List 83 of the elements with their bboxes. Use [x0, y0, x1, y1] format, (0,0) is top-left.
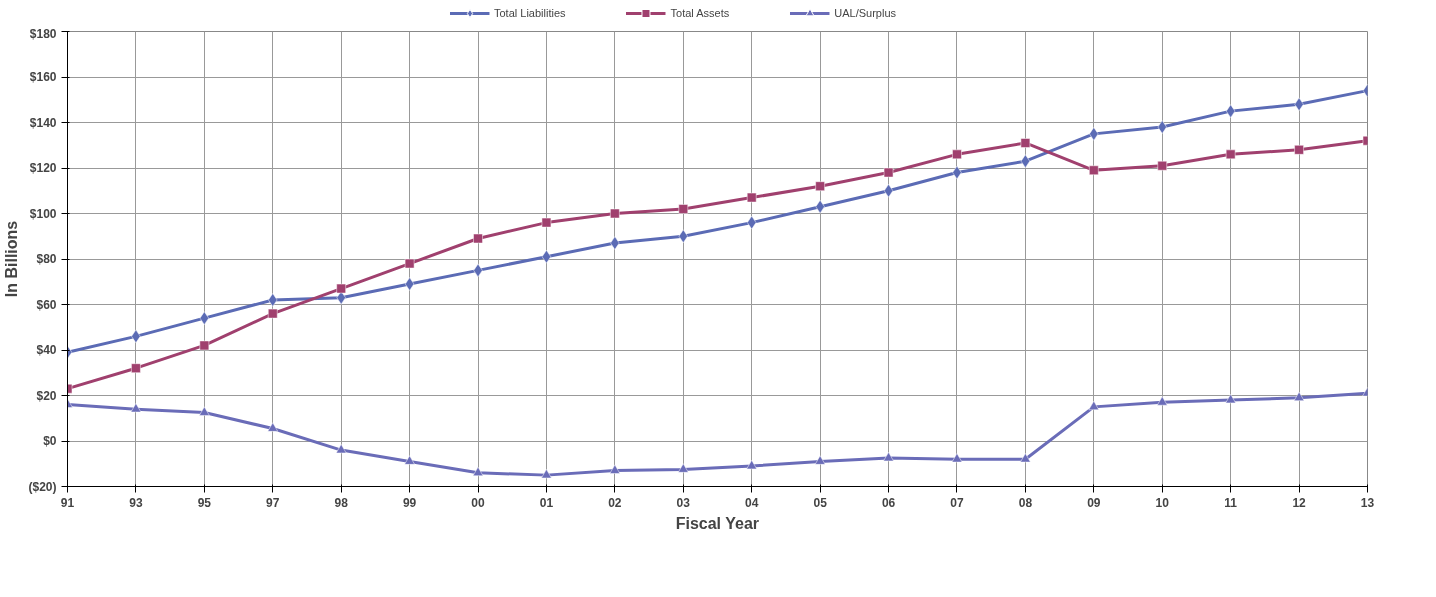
- point: [609, 464, 621, 474]
- y-axis-title: In Billions: [3, 220, 21, 298]
- point: [199, 340, 210, 351]
- point: [1020, 138, 1031, 148]
- x-tick-label: 13: [1360, 495, 1375, 510]
- x-tick-label: 04: [745, 495, 759, 510]
- point: [678, 204, 689, 214]
- x-tick-label: 09: [1087, 495, 1101, 510]
- point: [951, 453, 963, 463]
- y-tick-label: $160: [29, 70, 57, 84]
- x-tick-label: 03: [676, 495, 691, 510]
- x-tick-label: 12: [1292, 495, 1307, 510]
- point: [1089, 127, 1099, 141]
- point: [405, 277, 415, 291]
- y-tick-label: $20: [36, 388, 57, 403]
- y-tick-label: $60: [36, 297, 57, 312]
- point: [131, 363, 141, 373]
- y-tick-label: $0: [43, 434, 57, 448]
- x-tick-label: 10: [1155, 495, 1170, 510]
- x-tick-label: 95: [197, 495, 212, 510]
- y-tick-label: $100: [29, 206, 57, 221]
- point: [815, 181, 825, 191]
- point: [1157, 120, 1167, 134]
- x-tick-label: 08: [1018, 495, 1033, 510]
- x-tick-label: 02: [608, 495, 622, 510]
- x-tick-label: 07: [950, 495, 964, 510]
- point: [541, 249, 552, 264]
- point: [610, 208, 620, 219]
- x-tick-label: 05: [813, 495, 828, 510]
- point: [746, 192, 757, 203]
- x-tick-label: 06: [881, 495, 896, 510]
- point: [610, 236, 620, 250]
- point: [883, 167, 894, 178]
- point: [199, 311, 209, 325]
- y-tick-label: $40: [36, 343, 57, 357]
- x-tick-label: 01: [539, 495, 554, 510]
- y-tick-label: ($20): [28, 479, 57, 494]
- y-tick-label: $140: [29, 115, 57, 130]
- point: [336, 283, 346, 294]
- x-tick-label: 11: [1224, 495, 1238, 510]
- point: [1294, 145, 1304, 155]
- point: [267, 422, 279, 432]
- point: [473, 233, 483, 244]
- point: [1226, 104, 1236, 118]
- point: [746, 460, 757, 470]
- x-axis-title: Fiscal Year: [675, 514, 760, 532]
- point: [1088, 400, 1100, 411]
- y-tick-label: $80: [36, 252, 57, 266]
- point: [130, 403, 142, 413]
- point: [814, 455, 826, 465]
- x-tick-label: 93: [129, 495, 143, 510]
- x-tick-label: 99: [402, 495, 417, 510]
- point: [1225, 394, 1236, 404]
- y-tick-label: $120: [29, 161, 57, 175]
- x-tick-label: 97: [266, 495, 280, 510]
- point: [268, 308, 278, 319]
- legend-label: Total Liabilities: [493, 7, 566, 19]
- point: [678, 229, 688, 243]
- point: [883, 452, 894, 462]
- x-tick-label: 98: [334, 495, 349, 510]
- point: [404, 455, 415, 465]
- point: [952, 149, 962, 160]
- point: [678, 463, 689, 473]
- point: [199, 406, 210, 416]
- point: [1157, 160, 1167, 171]
- point: [404, 258, 415, 269]
- point: [1156, 396, 1168, 406]
- point: [1089, 165, 1099, 176]
- point: [1225, 149, 1236, 160]
- point: [541, 217, 552, 228]
- point: [1020, 154, 1030, 168]
- point: [335, 444, 347, 454]
- point: [1293, 391, 1305, 401]
- x-tick-label: 00: [471, 495, 486, 510]
- point: [1020, 453, 1031, 463]
- legend-label: Total Assets: [670, 7, 730, 19]
- point: [883, 184, 894, 198]
- x-tick-label: 91: [60, 495, 75, 510]
- point: [472, 466, 484, 476]
- legend-label: UAL/Surplus: [834, 7, 897, 19]
- point: [541, 469, 552, 479]
- point: [268, 293, 278, 307]
- y-tick-label: $180: [29, 26, 57, 41]
